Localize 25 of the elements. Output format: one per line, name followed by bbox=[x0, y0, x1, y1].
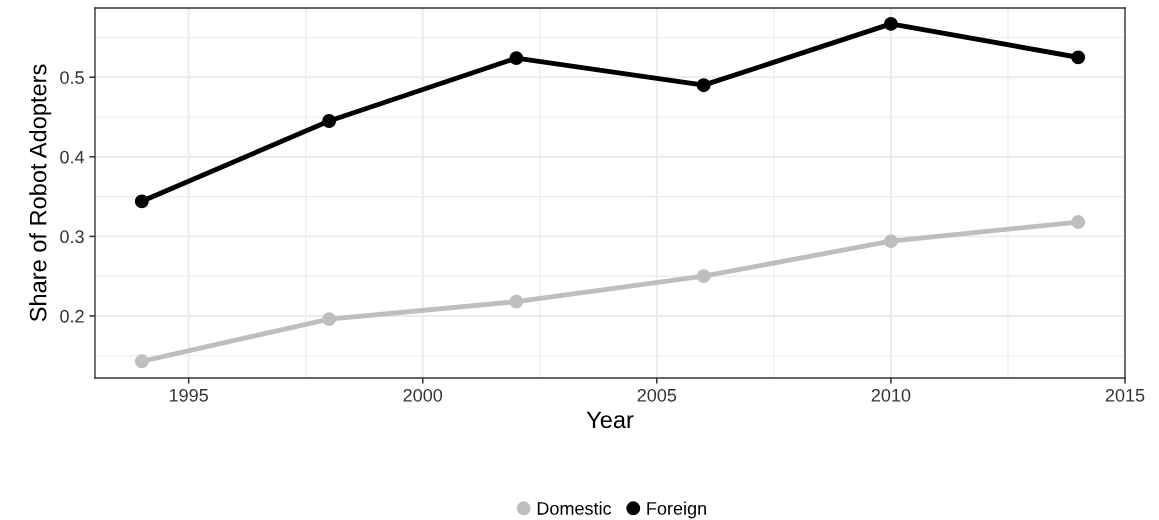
point bbox=[322, 114, 337, 128]
y-tick-label: 0.2 bbox=[60, 309, 84, 323]
point bbox=[696, 78, 711, 93]
point bbox=[509, 51, 524, 66]
point bbox=[322, 312, 337, 327]
point bbox=[883, 16, 898, 31]
point bbox=[1071, 215, 1086, 229]
y-axis-title: Share of Robot Adopters bbox=[29, 64, 52, 322]
x-tick-label: 2000 bbox=[403, 388, 443, 402]
point bbox=[696, 269, 711, 284]
y-tick-label: 0.3 bbox=[60, 230, 84, 244]
x-tick-label: 1995 bbox=[169, 388, 208, 402]
point bbox=[134, 194, 149, 209]
x-tick-label: 2010 bbox=[871, 388, 911, 402]
x-tick-label: 2015 bbox=[1105, 388, 1145, 402]
y-tick-label: 0.4 bbox=[60, 150, 85, 164]
x-tick-label: 2005 bbox=[637, 388, 677, 402]
point bbox=[883, 234, 898, 249]
legend-label: Foreign bbox=[647, 501, 706, 519]
point bbox=[134, 354, 149, 369]
legend-label: Domestic bbox=[537, 501, 612, 515]
x-axis-title: Year bbox=[586, 411, 634, 429]
y-tick-label: 0.5 bbox=[60, 71, 84, 84]
point bbox=[1071, 50, 1086, 65]
point bbox=[509, 294, 524, 309]
